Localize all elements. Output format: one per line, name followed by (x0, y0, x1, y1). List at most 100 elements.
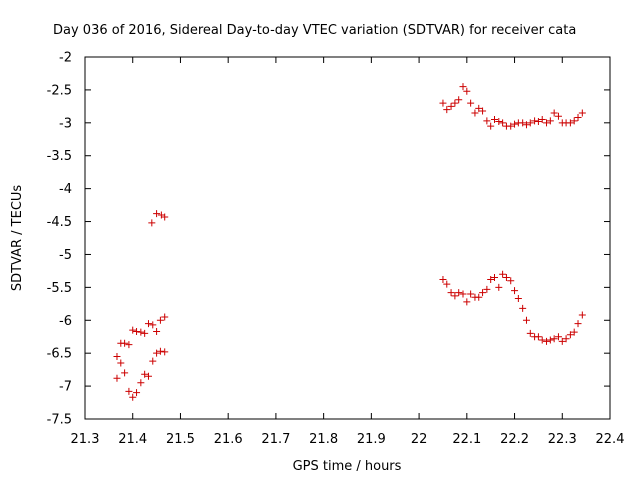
data-point (479, 289, 487, 297)
data-point (149, 357, 157, 365)
data-point (578, 109, 586, 117)
data-point (475, 293, 483, 301)
data-point (570, 117, 578, 125)
data-point (511, 120, 519, 128)
series-early-upper (148, 210, 169, 227)
data-point (550, 109, 558, 117)
y-axis: -2 -2.5 -3 -3.5 -4 -4.5 -5 -5.5 -6 -6.5 -7 -7.5 (47, 51, 610, 428)
data-point (550, 335, 558, 343)
data-point (471, 109, 479, 117)
data-point (574, 114, 582, 122)
data-point (491, 273, 498, 281)
data-point (522, 316, 530, 324)
data-point (161, 313, 169, 321)
data-point (455, 96, 463, 104)
data-point (534, 333, 542, 341)
y-axis-label: SDTVAR / TECUs (10, 185, 25, 292)
data-point (153, 349, 161, 357)
data-point (149, 321, 157, 329)
x-tick-label: 21.5 (166, 432, 195, 447)
data-point (153, 210, 161, 218)
data-point (459, 290, 467, 298)
data-point (562, 335, 570, 343)
x-tick-label: 21.4 (118, 432, 147, 447)
data-point (141, 329, 149, 337)
y-tick-label: -2.5 (47, 83, 72, 98)
data-point (141, 370, 149, 378)
data-point (117, 359, 125, 367)
data-point (447, 102, 455, 110)
data-point (578, 311, 586, 319)
data-point (574, 320, 582, 328)
x-tick-label: 21.9 (357, 432, 386, 447)
x-tick-label: 21.8 (309, 432, 338, 447)
data-point (161, 348, 169, 356)
data-point (566, 119, 574, 127)
data-point (129, 326, 137, 334)
x-tick-label: 22.2 (500, 432, 529, 447)
data-point (538, 336, 546, 344)
data-point (511, 287, 519, 295)
data-point (443, 106, 451, 114)
y-tick-label: -4 (59, 182, 72, 197)
data-point (570, 328, 578, 336)
data-point (125, 387, 133, 395)
data-point (534, 118, 542, 126)
plot-frame (84, 56, 611, 420)
x-tick-label: 21.6 (214, 432, 243, 447)
data-point (483, 285, 491, 293)
data-point (502, 273, 510, 281)
data-point (439, 99, 447, 107)
data-point (133, 389, 141, 397)
data-point (526, 119, 534, 127)
data-point (475, 104, 483, 112)
data-point (121, 339, 129, 347)
y-tick-label: -7.5 (47, 413, 72, 428)
y-tick-label: -3 (59, 116, 72, 131)
data-point (113, 352, 121, 360)
series-late-upper (439, 83, 586, 130)
data-points (113, 83, 586, 401)
data-point (459, 83, 467, 91)
data-point (546, 336, 554, 344)
series-late-lower (439, 270, 586, 345)
data-point (129, 393, 137, 401)
data-point (522, 121, 530, 129)
data-point (443, 280, 451, 288)
y-tick-label: -2 (59, 51, 72, 66)
data-point (491, 116, 498, 124)
data-point (519, 304, 527, 312)
x-tick-label: 22.3 (548, 432, 577, 447)
data-point (148, 219, 156, 227)
data-point (153, 327, 161, 335)
y-tick-label: -6.5 (47, 347, 72, 362)
data-point (133, 327, 141, 335)
data-point (439, 275, 447, 283)
data-point (455, 289, 463, 297)
y-tick-label: -3.5 (47, 149, 72, 164)
data-point (451, 292, 459, 300)
series-early-lower (113, 347, 169, 401)
data-point (554, 333, 562, 341)
data-point (543, 337, 551, 345)
x-axis-label: GPS time / hours (293, 459, 402, 474)
data-point (566, 331, 574, 339)
x-tick-label: 21.3 (71, 432, 100, 447)
y-tick-label: -5.5 (47, 281, 72, 296)
data-point (487, 122, 495, 130)
data-point (483, 117, 491, 125)
data-point (538, 116, 546, 124)
data-point (531, 117, 539, 125)
data-point (487, 275, 495, 283)
data-point (526, 329, 534, 337)
x-tick-label: 22.4 (596, 432, 625, 447)
data-point (467, 99, 475, 107)
y-tick-label: -4.5 (47, 215, 72, 230)
data-point (543, 119, 551, 127)
data-point (156, 316, 164, 324)
y-tick-label: -6 (59, 314, 72, 329)
data-point (467, 290, 475, 298)
data-point (495, 283, 503, 291)
data-point (514, 295, 522, 303)
